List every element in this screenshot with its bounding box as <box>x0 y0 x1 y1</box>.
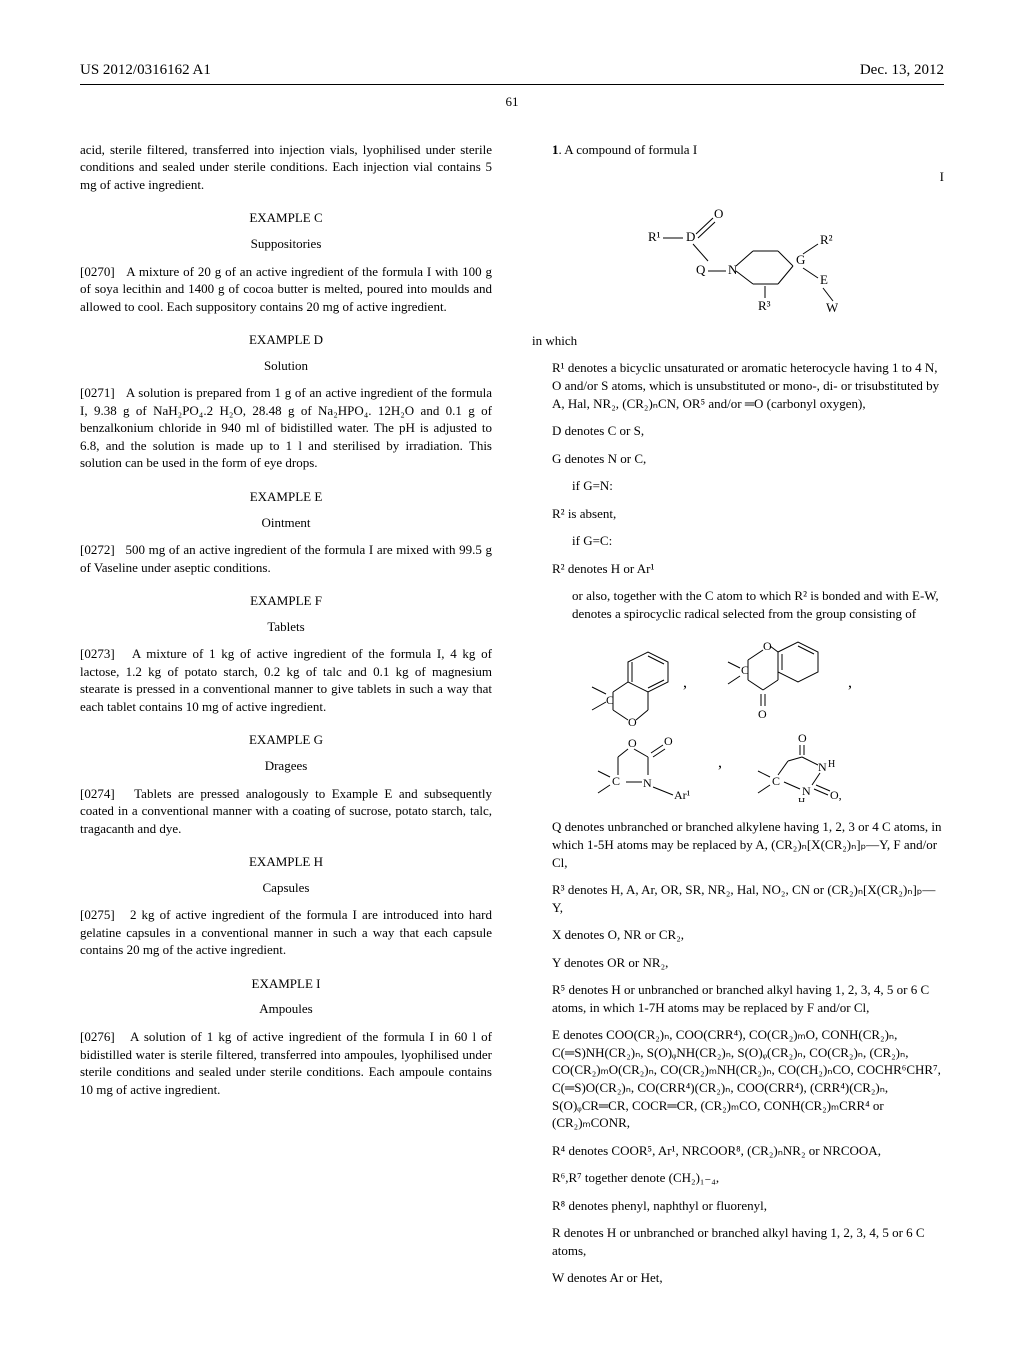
paragraph-number: [0271] <box>80 385 115 400</box>
example-g-subtitle: Dragees <box>80 757 492 775</box>
r67-definition: R⁶,R⁷ together denote (CH₂)₁₋₄, <box>532 1169 944 1187</box>
spirocyclic-structures: C O , O C <box>532 632 944 802</box>
svg-text:C: C <box>612 774 620 788</box>
svg-text:R³: R³ <box>758 298 771 313</box>
svg-text:O: O <box>758 707 767 721</box>
r2-or-also: or also, together with the C atom to whi… <box>532 587 944 622</box>
paragraph-body: A mixture of 20 g of an active ingredien… <box>80 264 492 314</box>
example-g-text: [0274] Tablets are pressed analogously t… <box>80 785 492 838</box>
two-column-layout: acid, sterile filtered, transferred into… <box>80 141 944 1297</box>
svg-text:,: , <box>848 674 852 691</box>
r5-definition: R⁵ denotes H or unbranched or branched a… <box>532 981 944 1016</box>
paragraph-body: 500 mg of an active ingredient of the fo… <box>80 542 492 575</box>
svg-text:E: E <box>820 272 828 287</box>
paragraph-body: Tablets are pressed analogously to Examp… <box>80 786 492 836</box>
svg-text:C: C <box>772 774 780 788</box>
svg-text:N: N <box>818 760 827 774</box>
publication-id: US 2012/0316162 A1 <box>80 60 211 80</box>
paragraph-body: A solution of 1 kg of active ingredient … <box>80 1029 492 1097</box>
y-definition: Y denotes OR or NR₂, <box>532 954 944 972</box>
svg-text:O,: O, <box>830 788 842 802</box>
example-f-text: [0273] A mixture of 1 kg of active ingre… <box>80 645 492 715</box>
svg-text:O: O <box>714 206 723 221</box>
example-e-subtitle: Ointment <box>80 514 492 532</box>
q-definition: Q denotes unbranched or branched alkylen… <box>532 818 944 871</box>
patent-header: US 2012/0316162 A1 Dec. 13, 2012 <box>80 60 944 85</box>
paragraph-number: [0276] <box>80 1029 115 1044</box>
svg-text:H: H <box>828 759 835 770</box>
r3-definition: R³ denotes H, A, Ar, OR, SR, NR₂, Hal, N… <box>532 881 944 916</box>
example-d-text: [0271] A solution is prepared from 1 g o… <box>80 384 492 472</box>
if-g-c: if G=C: <box>532 532 944 550</box>
example-c-text: [0270] A mixture of 20 g of an active in… <box>80 263 492 316</box>
publication-date: Dec. 13, 2012 <box>860 60 944 80</box>
paragraph-number: [0272] <box>80 542 115 557</box>
d-definition: D denotes C or S, <box>532 422 944 440</box>
page-number: 61 <box>80 93 944 111</box>
example-f-heading: EXAMPLE F <box>80 592 492 610</box>
right-column: 1. A compound of formula I I R¹ D O Q N <box>532 141 944 1297</box>
example-h-heading: EXAMPLE H <box>80 853 492 871</box>
r8-definition: R⁸ denotes phenyl, naphthyl or fluorenyl… <box>532 1197 944 1215</box>
paragraph-number: [0270] <box>80 264 115 279</box>
svg-text:R²: R² <box>820 232 833 247</box>
g-definition: G denotes N or C, <box>532 450 944 468</box>
paragraph-number: [0273] <box>80 646 115 661</box>
claim-intro-text: A compound of formula I <box>564 142 697 157</box>
r-definition: R denotes H or unbranched or branched al… <box>532 1224 944 1259</box>
w-definition: W denotes Ar or Het, <box>532 1269 944 1287</box>
svg-text:N: N <box>728 262 738 277</box>
svg-text:,: , <box>718 754 722 771</box>
example-h-subtitle: Capsules <box>80 879 492 897</box>
example-g-heading: EXAMPLE G <box>80 731 492 749</box>
svg-text:O: O <box>628 736 637 750</box>
r4-definition: R⁴ denotes COOR⁵, Ar¹, NRCOOR⁸, (CR₂)ₙNR… <box>532 1142 944 1160</box>
example-e-heading: EXAMPLE E <box>80 488 492 506</box>
paragraph-body: A solution is prepared from 1 g of an ac… <box>80 385 492 470</box>
svg-text:N: N <box>643 776 652 790</box>
continuation-paragraph: acid, sterile filtered, transferred into… <box>80 141 492 194</box>
example-i-heading: EXAMPLE I <box>80 975 492 993</box>
example-f-subtitle: Tablets <box>80 618 492 636</box>
r1-definition: R¹ denotes a bicyclic unsaturated or aro… <box>532 359 944 412</box>
if-g-n: if G=N: <box>532 477 944 495</box>
svg-text:O: O <box>664 734 673 748</box>
claim-1-intro: 1. A compound of formula I <box>532 141 944 159</box>
svg-text:O: O <box>628 715 637 729</box>
svg-text:W: W <box>826 300 838 315</box>
svg-text:,: , <box>683 674 687 691</box>
r2-absent: R² is absent, <box>532 505 944 523</box>
formula-i-structure: R¹ D O Q N G R² E <box>532 196 944 316</box>
in-which-label: in which <box>532 332 944 350</box>
formula-i-label: I <box>532 168 944 186</box>
example-d-subtitle: Solution <box>80 357 492 375</box>
svg-text:C: C <box>606 693 614 707</box>
svg-text:Q: Q <box>696 262 706 277</box>
paragraph-number: [0274] <box>80 786 115 801</box>
example-e-text: [0272] 500 mg of an active ingredient of… <box>80 541 492 576</box>
svg-text:R¹: R¹ <box>648 229 661 244</box>
svg-text:N: N <box>802 784 811 798</box>
example-h-text: [0275] 2 kg of active ingredient of the … <box>80 906 492 959</box>
svg-text:Ar¹: Ar¹ <box>674 788 691 802</box>
left-column: acid, sterile filtered, transferred into… <box>80 141 492 1297</box>
paragraph-body: A mixture of 1 kg of active ingredient o… <box>80 646 492 714</box>
paragraph-body: 2 kg of active ingredient of the formula… <box>80 907 492 957</box>
x-definition: X denotes O, NR or CR₂, <box>532 926 944 944</box>
example-d-heading: EXAMPLE D <box>80 331 492 349</box>
r2-denotes: R² denotes H or Ar¹ <box>532 560 944 578</box>
svg-text:D: D <box>686 229 695 244</box>
svg-text:G: G <box>796 252 805 267</box>
svg-text:O: O <box>798 731 807 745</box>
e-definition: E denotes COO(CR₂)ₙ, COO(CRR⁴), CO(CR₂)ₘ… <box>532 1026 944 1131</box>
svg-text:H: H <box>798 797 805 802</box>
example-i-subtitle: Ampoules <box>80 1000 492 1018</box>
svg-text:C: C <box>741 663 749 677</box>
example-c-subtitle: Suppositories <box>80 235 492 253</box>
example-c-heading: EXAMPLE C <box>80 209 492 227</box>
example-i-text: [0276] A solution of 1 kg of active ingr… <box>80 1028 492 1098</box>
paragraph-number: [0275] <box>80 907 115 922</box>
